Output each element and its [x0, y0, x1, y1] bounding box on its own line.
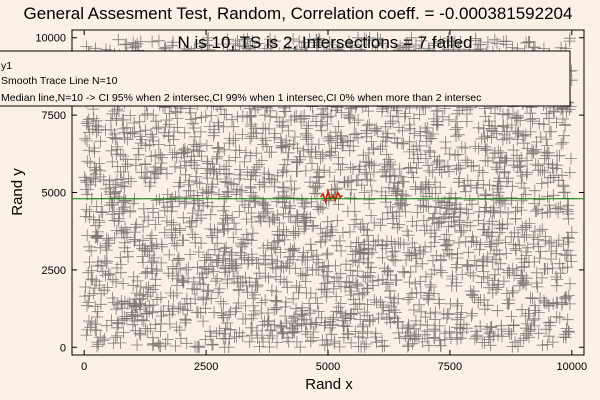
x-tick-label: 10000 [557, 361, 588, 373]
legend-box [0, 50, 571, 107]
y-axis-label: Rand y [9, 168, 26, 216]
y-tick-label: 7500 [42, 110, 66, 122]
legend: y1 Smooth Trace Line N=10 Median line,N=… [0, 50, 571, 107]
y-tick-label: 5000 [42, 188, 66, 200]
legend-entry-smooth-trace: Smooth Trace Line N=10 [1, 75, 118, 87]
legend-entry-median-line: Median line,N=10 -> CI 95% when 2 inters… [1, 92, 481, 104]
smooth-trace-line [320, 187, 344, 205]
x-tick-label: 0 [81, 361, 87, 373]
x-axis: 0 2500 5000 7500 10000 [81, 30, 587, 373]
y-axis: 0 2500 5000 7500 10000 [35, 33, 584, 354]
x-tick-label: 5000 [316, 361, 340, 373]
x-tick-label: 7500 [438, 361, 462, 373]
chart-title: General Assesment Test, Random, Correlat… [24, 4, 573, 23]
y-tick-label: 0 [60, 342, 66, 354]
smooth-trace-polyline [320, 187, 344, 205]
y-tick-label: 10000 [35, 33, 66, 45]
legend-entry-y1: y1 [1, 60, 12, 72]
y-tick-label: 2500 [42, 265, 66, 277]
x-axis-label: Rand x [305, 376, 353, 393]
x-tick-label: 2500 [194, 361, 218, 373]
